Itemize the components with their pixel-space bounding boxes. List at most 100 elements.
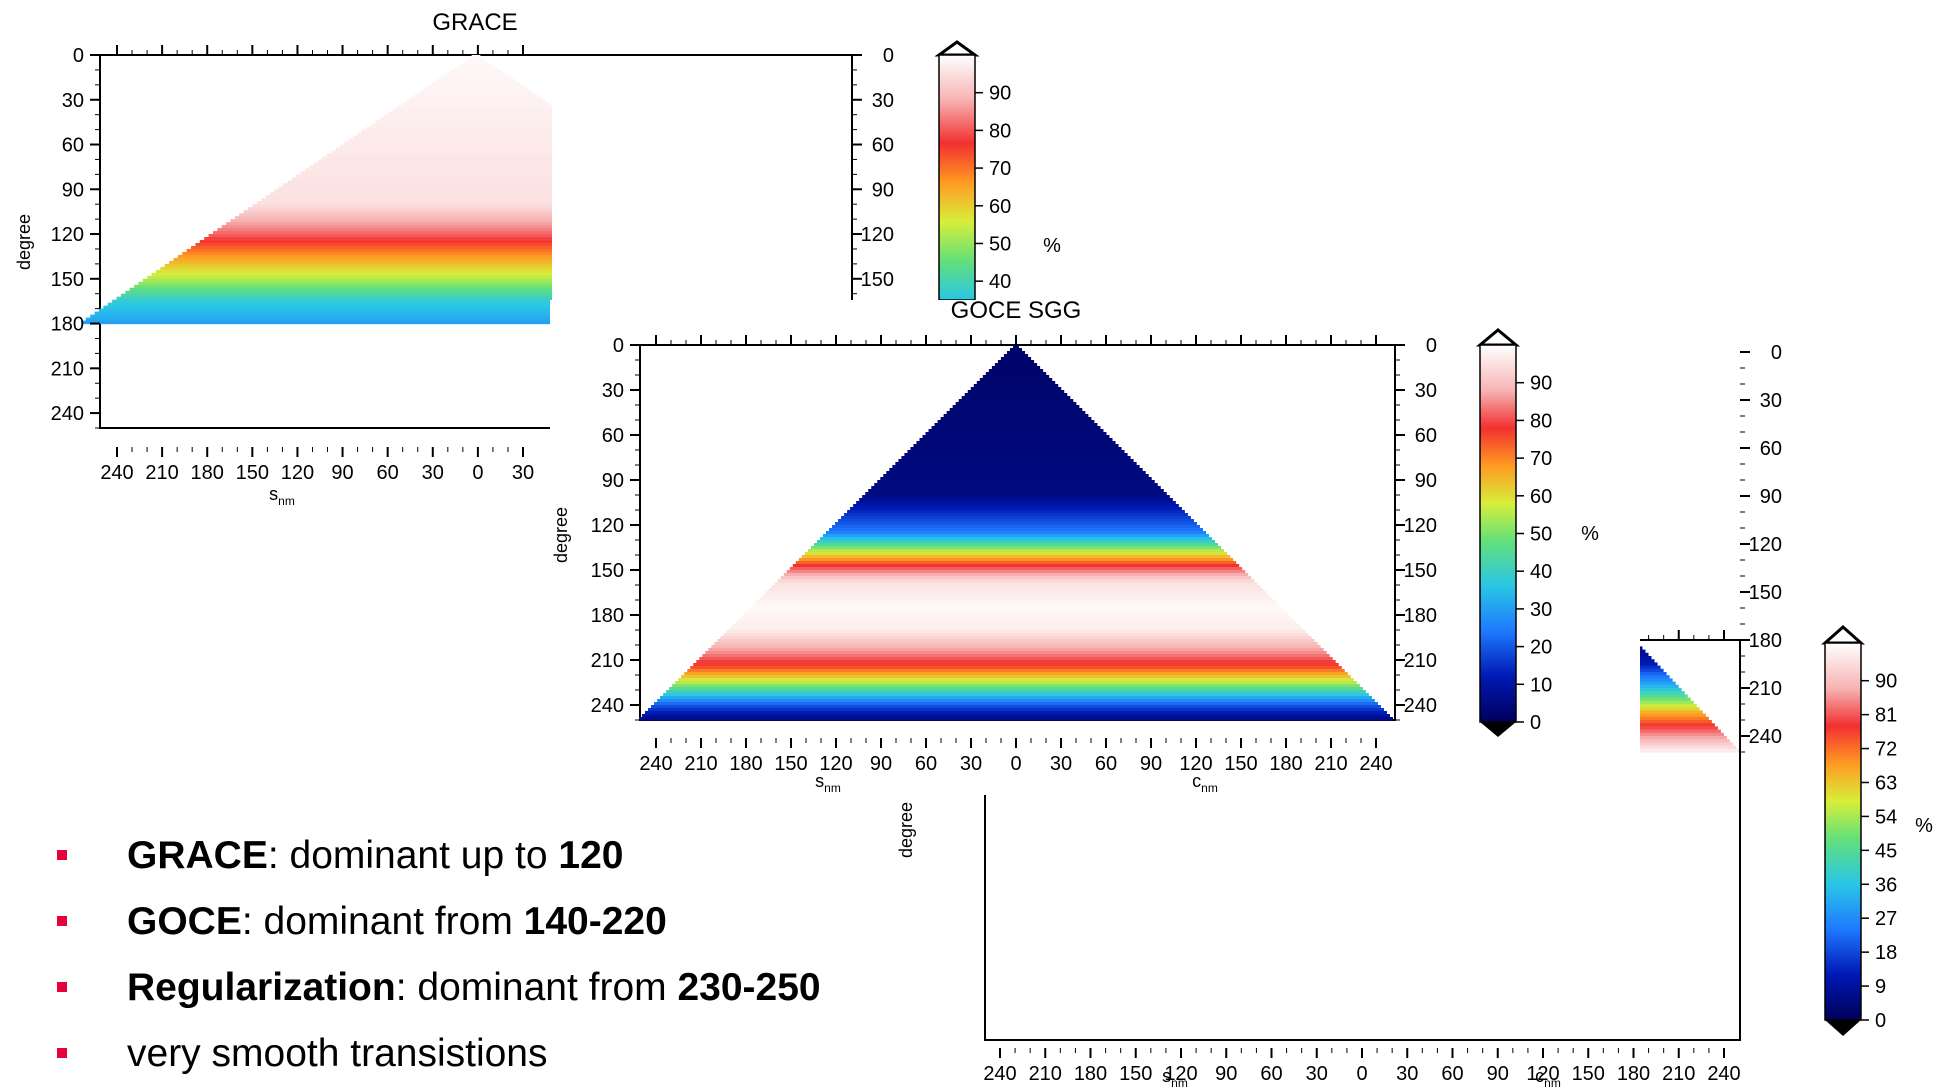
x-tick-label: 120 bbox=[1526, 1063, 1559, 1085]
colorbar-tick-label: 40 bbox=[1530, 561, 1552, 583]
x-tick-label: 180 bbox=[1617, 1063, 1650, 1085]
heat-band bbox=[651, 705, 1381, 709]
heat-band bbox=[423, 87, 529, 92]
heat-band bbox=[946, 411, 1086, 415]
y-tick-label: 0 bbox=[1426, 335, 1437, 357]
heat-band bbox=[195, 242, 553, 247]
goce-colorbar: 0 10 20 30 40 50 60 70 80 90 % bbox=[1475, 328, 1599, 737]
heat-band bbox=[454, 66, 498, 71]
y-tick-label: 240 bbox=[1404, 695, 1437, 717]
x-tick-label: 0 bbox=[472, 462, 483, 484]
heat-band bbox=[663, 693, 1369, 697]
heat-band bbox=[768, 588, 1264, 592]
x-tick-label: 240 bbox=[100, 462, 133, 484]
heat-band bbox=[853, 504, 1179, 508]
y-tick-label: 180 bbox=[591, 605, 624, 627]
heat-band bbox=[116, 296, 552, 301]
heat-band bbox=[112, 299, 552, 304]
heat-band bbox=[789, 567, 1243, 571]
heat-band bbox=[741, 615, 1291, 619]
y-tick-label: 90 bbox=[1415, 470, 1437, 492]
y-tick-label: 180 bbox=[1749, 630, 1782, 652]
reg-y-axis-right: 0 30 60 90 120 150 180 210 240 bbox=[1740, 342, 1782, 753]
heat-band bbox=[129, 287, 552, 292]
x-tick-label: 120 bbox=[1179, 753, 1212, 775]
heat-band bbox=[278, 186, 552, 190]
heat-band bbox=[771, 585, 1261, 589]
heat-band bbox=[955, 402, 1077, 406]
heat-band bbox=[340, 144, 552, 149]
heat-band bbox=[868, 489, 1164, 493]
heat-band bbox=[344, 141, 552, 146]
x-tick-label: 30 bbox=[422, 462, 444, 484]
x-tick-label: 0 bbox=[1010, 753, 1021, 775]
reg-colorbar-arrow-bottom bbox=[1825, 1020, 1861, 1036]
x-tick-label: 210 bbox=[1029, 1063, 1062, 1085]
heat-band bbox=[134, 284, 553, 289]
y-tick-label: 0 bbox=[613, 335, 624, 357]
y-tick-label: 60 bbox=[1415, 425, 1437, 447]
goce-xlabel-c: cnm bbox=[1192, 771, 1218, 795]
heat-band bbox=[750, 606, 1282, 610]
heat-band bbox=[645, 711, 1387, 715]
heat-band bbox=[375, 120, 552, 125]
heat-band bbox=[199, 240, 552, 244]
heat-band bbox=[155, 269, 552, 274]
heat-band bbox=[865, 492, 1167, 496]
heat-band bbox=[913, 444, 1119, 448]
heat-band bbox=[660, 696, 1372, 700]
heat-band bbox=[816, 540, 1216, 544]
heat-band bbox=[810, 546, 1222, 550]
colorbar-tick-label: 50 bbox=[989, 233, 1011, 255]
heat-band bbox=[819, 537, 1213, 541]
heat-band bbox=[801, 555, 1231, 559]
heat-band bbox=[287, 180, 552, 184]
heat-band bbox=[792, 564, 1240, 568]
heat-band bbox=[309, 165, 552, 169]
y-tick-label: 90 bbox=[602, 470, 624, 492]
heat-band bbox=[414, 93, 538, 98]
heat-band bbox=[348, 138, 552, 143]
heat-band bbox=[952, 405, 1080, 409]
colorbar-tick-label: 20 bbox=[1530, 637, 1552, 659]
heat-band bbox=[467, 57, 485, 62]
heat-band bbox=[696, 660, 1336, 664]
y-tick-label: 0 bbox=[73, 45, 84, 67]
goce-xlabel-s: snm bbox=[815, 771, 841, 795]
heat-band bbox=[654, 702, 1378, 706]
heat-band bbox=[230, 219, 552, 223]
heat-band bbox=[1006, 351, 1026, 355]
x-tick-label: 240 bbox=[1707, 1063, 1740, 1085]
heat-band bbox=[243, 210, 552, 214]
heat-band bbox=[726, 630, 1306, 634]
reg-colorbar-ticks: 0 9 18 27 36 45 54 63 72 81 90 bbox=[1861, 671, 1897, 1032]
heat-band bbox=[994, 363, 1038, 367]
y-tick-label: 210 bbox=[51, 358, 84, 380]
x-tick-label: 30 bbox=[1396, 1063, 1418, 1085]
colorbar-tick-label: 60 bbox=[1530, 486, 1552, 508]
heat-band bbox=[901, 456, 1131, 460]
heat-band bbox=[898, 459, 1134, 463]
goce-title: GOCE SGG bbox=[951, 297, 1082, 324]
heat-band bbox=[976, 381, 1056, 385]
heat-band bbox=[744, 612, 1288, 616]
colorbar-tick-label: 0 bbox=[1530, 712, 1541, 734]
y-tick-label: 240 bbox=[51, 403, 84, 425]
heat-band bbox=[1009, 348, 1023, 352]
colorbar-tick-label: 54 bbox=[1875, 806, 1897, 828]
heat-band bbox=[690, 666, 1342, 670]
heat-band bbox=[889, 468, 1143, 472]
heat-band bbox=[708, 648, 1324, 652]
y-tick-label: 240 bbox=[591, 695, 624, 717]
heat-band bbox=[458, 63, 494, 68]
heat-band bbox=[449, 69, 503, 74]
reg-colorbar: 0 9 18 27 36 45 54 63 72 81 90 % bbox=[1821, 624, 1933, 1036]
heat-band bbox=[120, 293, 553, 298]
heat-band bbox=[871, 486, 1161, 490]
heat-band bbox=[925, 432, 1107, 436]
grace-colorbar-unit: % bbox=[1043, 235, 1061, 257]
heat-band bbox=[907, 450, 1125, 454]
heat-band bbox=[943, 414, 1089, 418]
heat-band bbox=[729, 627, 1303, 631]
x-tick-label: 150 bbox=[1119, 1063, 1152, 1085]
